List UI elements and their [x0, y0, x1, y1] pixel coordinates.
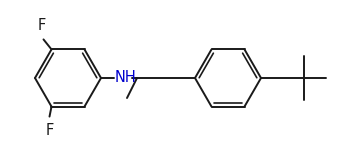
Text: F: F — [46, 123, 54, 138]
Text: F: F — [37, 18, 46, 33]
Text: NH: NH — [115, 71, 137, 86]
